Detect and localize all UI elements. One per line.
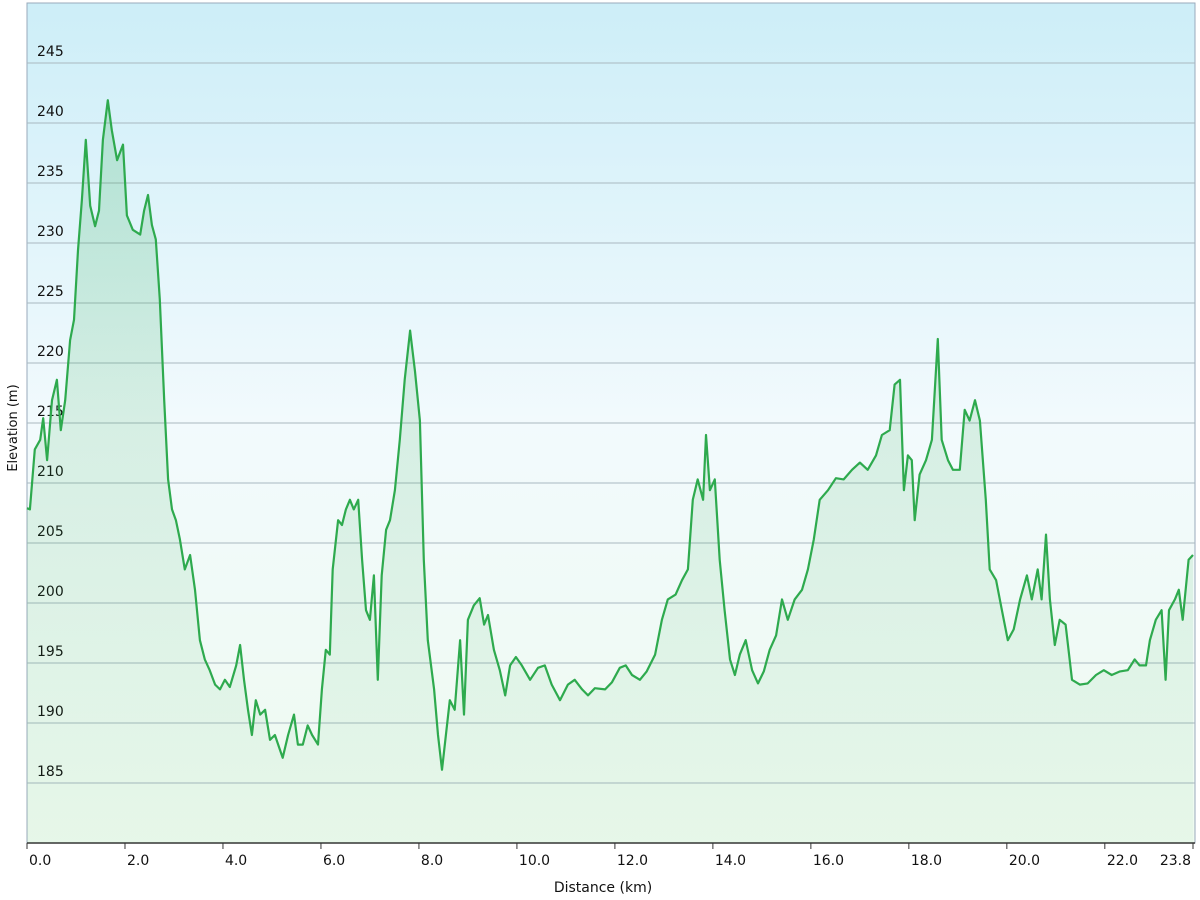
x-axis-label: Distance (km) xyxy=(554,880,652,896)
y-tick-label: 245 xyxy=(37,44,64,60)
y-tick-label: 220 xyxy=(37,344,64,360)
x-tick-label: 23.8 xyxy=(1160,853,1191,869)
x-tick-label: 20.0 xyxy=(1009,853,1040,869)
y-tick-label: 240 xyxy=(37,104,64,120)
x-tick-label: 14.0 xyxy=(715,853,746,869)
x-tick-label: 12.0 xyxy=(617,853,648,869)
y-tick-label: 225 xyxy=(37,284,64,300)
x-tick-label: 0.0 xyxy=(29,853,51,869)
y-tick-label: 235 xyxy=(37,164,64,180)
y-axis-label: Elevation (m) xyxy=(6,384,21,471)
x-tick-label: 16.0 xyxy=(813,853,844,869)
x-tick-label: 8.0 xyxy=(421,853,443,869)
x-tick-label: 4.0 xyxy=(225,853,247,869)
x-tick-label: 10.0 xyxy=(519,853,550,869)
x-tick-label: 6.0 xyxy=(323,853,345,869)
y-tick-label: 230 xyxy=(37,224,64,240)
x-tick-label: 2.0 xyxy=(127,853,149,869)
x-tick-label: 22.0 xyxy=(1107,853,1138,869)
x-tick-label: 18.0 xyxy=(911,853,942,869)
elevation-line xyxy=(26,99,1194,771)
area-fill xyxy=(27,100,1193,843)
